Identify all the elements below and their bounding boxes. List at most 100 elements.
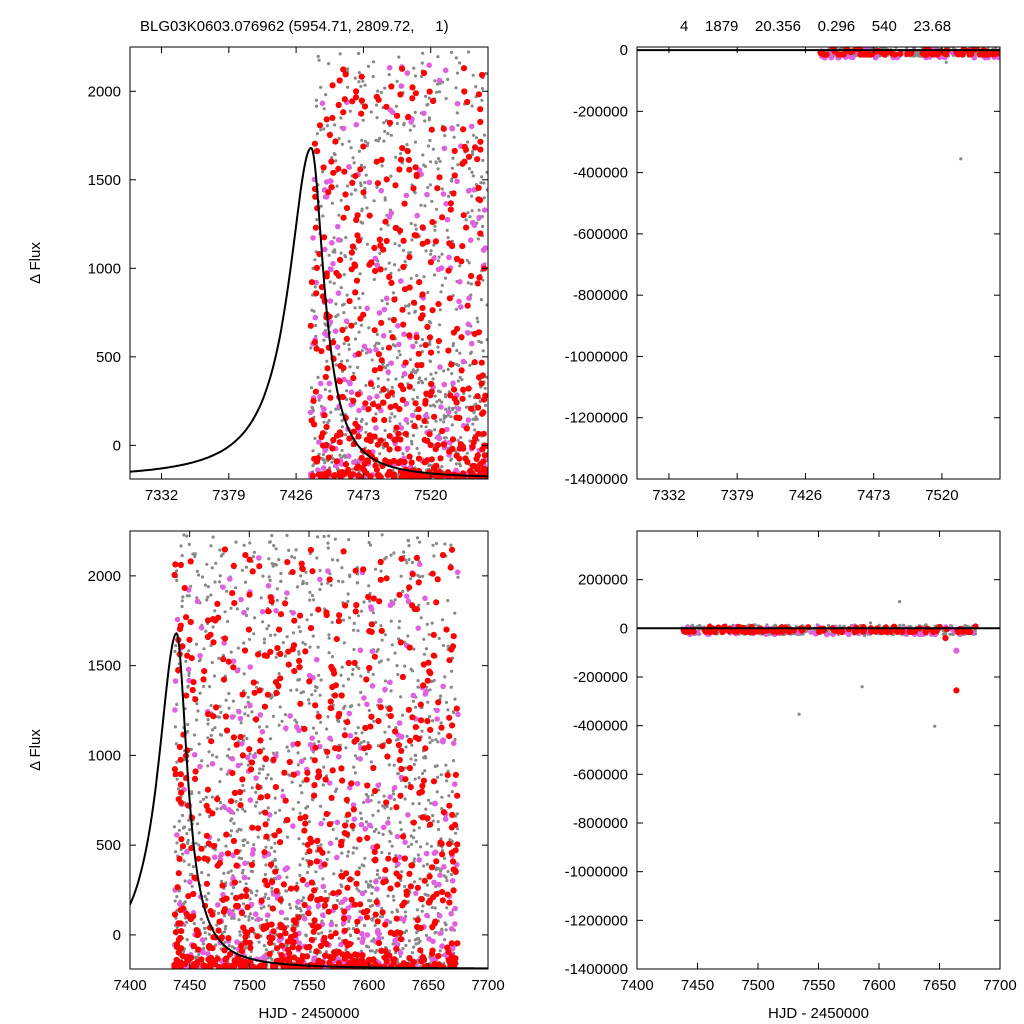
- data-point-red: [221, 635, 229, 642]
- data-point-magenta: [437, 364, 443, 370]
- data-point-magenta: [476, 214, 483, 221]
- data-point-magenta: [327, 840, 334, 847]
- data-point-red: [330, 890, 337, 897]
- data-point-gray: [229, 650, 233, 654]
- data-point-gray: [214, 943, 218, 947]
- data-point-gray: [331, 457, 335, 461]
- data-point-magenta: [320, 883, 327, 890]
- data-point-red: [342, 602, 349, 609]
- data-point-gray: [307, 820, 311, 824]
- data-point-magenta: [388, 360, 395, 367]
- data-point-gray: [206, 718, 210, 722]
- data-point-gray: [325, 124, 329, 128]
- data-point-red: [435, 301, 442, 308]
- data-point-red: [433, 858, 440, 865]
- data-point-gray: [191, 865, 195, 869]
- data-point-gray: [223, 927, 227, 931]
- data-point-gray: [409, 276, 413, 280]
- data-point-gray: [375, 185, 379, 189]
- data-point-gray: [437, 90, 442, 94]
- data-point-red: [426, 88, 433, 95]
- data-point-gray: [380, 299, 384, 303]
- data-point-gray: [215, 807, 219, 811]
- data-point-red: [429, 307, 436, 314]
- data-point-gray: [319, 204, 323, 208]
- data-point-gray: [317, 932, 321, 936]
- data-point-gray: [274, 655, 278, 659]
- data-point-gray: [273, 633, 277, 637]
- data-point-red: [451, 395, 458, 402]
- data-point-gray: [264, 776, 268, 780]
- data-point-gray: [382, 121, 386, 125]
- data-point-gray: [440, 283, 444, 287]
- data-point-magenta: [439, 943, 446, 949]
- data-point-red: [246, 556, 253, 563]
- data-point-gray: [346, 67, 350, 71]
- data-point-gray: [215, 923, 219, 927]
- data-point-gray: [203, 583, 208, 587]
- data-point-gray: [407, 544, 411, 548]
- data-point-gray: [439, 773, 443, 777]
- data-point-red: [237, 802, 244, 809]
- data-point-gray: [480, 87, 485, 91]
- data-point-gray: [219, 767, 223, 771]
- data-point-gray: [195, 718, 199, 722]
- data-point-gray: [364, 880, 368, 884]
- data-point-red: [399, 145, 406, 152]
- data-point-magenta: [375, 930, 381, 936]
- data-point-red: [445, 347, 452, 354]
- data-point-red: [363, 676, 370, 683]
- data-point-red: [332, 682, 339, 689]
- data-point-red: [248, 766, 255, 773]
- data-point-gray: [195, 569, 199, 573]
- data-point-gray: [230, 817, 234, 821]
- data-point-gray: [482, 181, 486, 185]
- data-point-gray: [274, 563, 278, 567]
- data-point-red: [352, 289, 359, 296]
- data-point-magenta: [325, 568, 331, 574]
- data-point-gray: [370, 939, 374, 943]
- data-point-gray: [294, 548, 298, 552]
- data-point-gray: [213, 580, 217, 584]
- data-point-red: [418, 896, 425, 903]
- data-point-magenta: [334, 819, 341, 826]
- data-point-gray: [485, 170, 488, 174]
- data-point-red: [363, 436, 370, 443]
- data-point-gray: [175, 578, 179, 583]
- data-point-gray: [443, 921, 447, 925]
- data-point-gray: [287, 548, 291, 553]
- data-point-gray: [358, 866, 362, 870]
- data-point-red: [468, 272, 475, 280]
- data-point-gray: [443, 542, 447, 546]
- data-point-gray: [424, 933, 428, 938]
- data-point-gray: [234, 586, 238, 590]
- data-point-red: [458, 334, 465, 341]
- data-point-gray: [367, 584, 371, 588]
- data-point-red: [315, 768, 322, 775]
- data-point-gray: [344, 236, 348, 240]
- data-point-red: [244, 904, 251, 911]
- data-point-red: [277, 839, 284, 846]
- data-point-gray: [428, 736, 432, 740]
- data-point-red: [195, 946, 202, 953]
- data-point-red: [398, 474, 405, 479]
- data-point-gray: [412, 945, 416, 949]
- data-point-red: [428, 864, 436, 871]
- data-point-gray: [347, 927, 351, 931]
- data-point-red: [398, 765, 405, 773]
- data-point-red: [861, 51, 868, 58]
- data-point-magenta: [450, 380, 456, 387]
- data-point-red: [295, 944, 302, 952]
- data-point-red: [434, 576, 441, 583]
- data-point-gray: [456, 827, 460, 831]
- data-point-gray: [330, 655, 335, 659]
- data-point-red: [402, 430, 409, 437]
- data-point-outlier: [959, 157, 963, 161]
- data-point-magenta: [199, 937, 206, 943]
- data-point-magenta: [219, 851, 225, 858]
- data-point-red: [449, 811, 456, 819]
- data-point-red: [314, 774, 322, 781]
- data-point-gray: [327, 62, 331, 66]
- data-point-red: [417, 924, 424, 932]
- data-point-red: [446, 802, 453, 809]
